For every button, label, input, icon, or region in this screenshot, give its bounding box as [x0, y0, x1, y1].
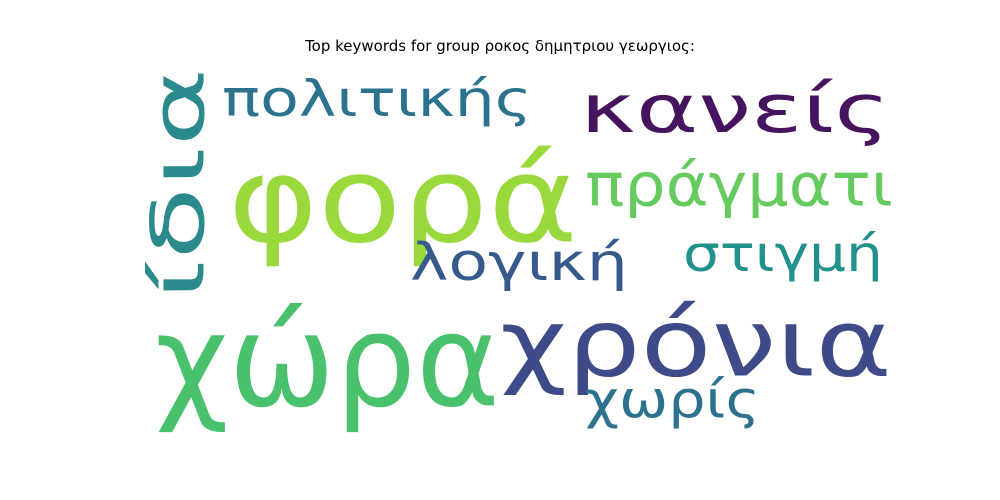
chart-title: Top keywords for group ροκος δημητριου γ…	[305, 37, 695, 55]
word-7: πολιτικής	[222, 71, 532, 129]
word-1: φορά	[228, 131, 578, 270]
word-9: λογική	[410, 232, 628, 292]
word-4: ίδια	[136, 68, 221, 300]
word-3: χρόνια	[500, 288, 892, 398]
word-5: κανείς	[580, 71, 890, 148]
word-2: χώρα	[155, 287, 500, 437]
word-8: στιγμή	[683, 225, 883, 283]
word-10: χωρίς	[585, 371, 760, 430]
word-6: πράγματι	[585, 150, 893, 220]
